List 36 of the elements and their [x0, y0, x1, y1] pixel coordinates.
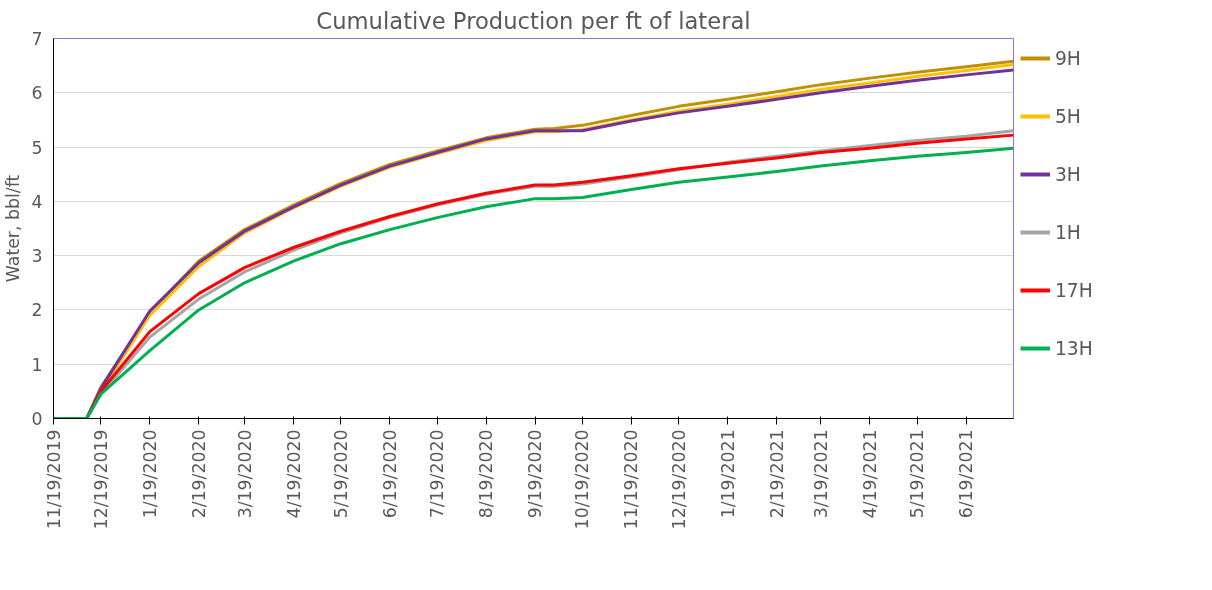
y-tick-label: 3 — [31, 246, 43, 267]
x-tick-label: 6/19/2021 — [956, 429, 977, 519]
legend-label: 5H — [1055, 104, 1081, 129]
legend-label: 1H — [1055, 220, 1081, 245]
x-tick-label: 3/19/2021 — [810, 429, 831, 519]
y-tick-label: 7 — [31, 29, 43, 49]
x-tick-label: 8/19/2020 — [476, 429, 497, 519]
chart-title: Cumulative Production per ft of lateral — [316, 7, 751, 34]
y-tick-label: 5 — [31, 137, 43, 158]
x-tick-label: 11/19/2020 — [621, 429, 642, 530]
legend-label: 17H — [1055, 278, 1093, 303]
x-tick-label: 11/19/2019 — [43, 429, 64, 530]
x-tick-label: 5/19/2020 — [330, 429, 351, 519]
x-tick-label: 2/19/2021 — [766, 429, 787, 519]
x-tick-label: 4/19/2021 — [859, 429, 880, 519]
legend-label: 13H — [1055, 336, 1093, 361]
x-tick-label: 3/19/2020 — [234, 429, 255, 519]
x-tick-label: 2/19/2020 — [188, 429, 209, 519]
x-tick-label: 10/19/2020 — [572, 429, 593, 530]
x-tick-label: 1/19/2020 — [139, 429, 160, 519]
x-tick-label: 4/19/2020 — [283, 429, 304, 519]
legend-label: 9H — [1055, 46, 1081, 71]
x-tick-label: 6/19/2020 — [379, 429, 400, 519]
y-axis-title: Water, bbl/ft — [3, 174, 24, 283]
legend-label: 3H — [1055, 162, 1081, 187]
x-tick-label: 12/19/2019 — [90, 429, 111, 530]
x-tick-label: 7/19/2020 — [427, 429, 448, 519]
x-tick-label: 9/19/2020 — [525, 429, 546, 519]
x-tick-label: 12/19/2020 — [668, 429, 689, 530]
y-tick-label: 1 — [31, 354, 43, 375]
y-tick-label: 0 — [31, 409, 43, 429]
y-tick-label: 4 — [31, 191, 43, 212]
y-tick-label: 6 — [31, 83, 43, 104]
x-tick-label: 1/19/2021 — [717, 429, 738, 519]
y-tick-label: 2 — [31, 300, 43, 321]
x-tick-label: 5/19/2021 — [907, 429, 928, 519]
